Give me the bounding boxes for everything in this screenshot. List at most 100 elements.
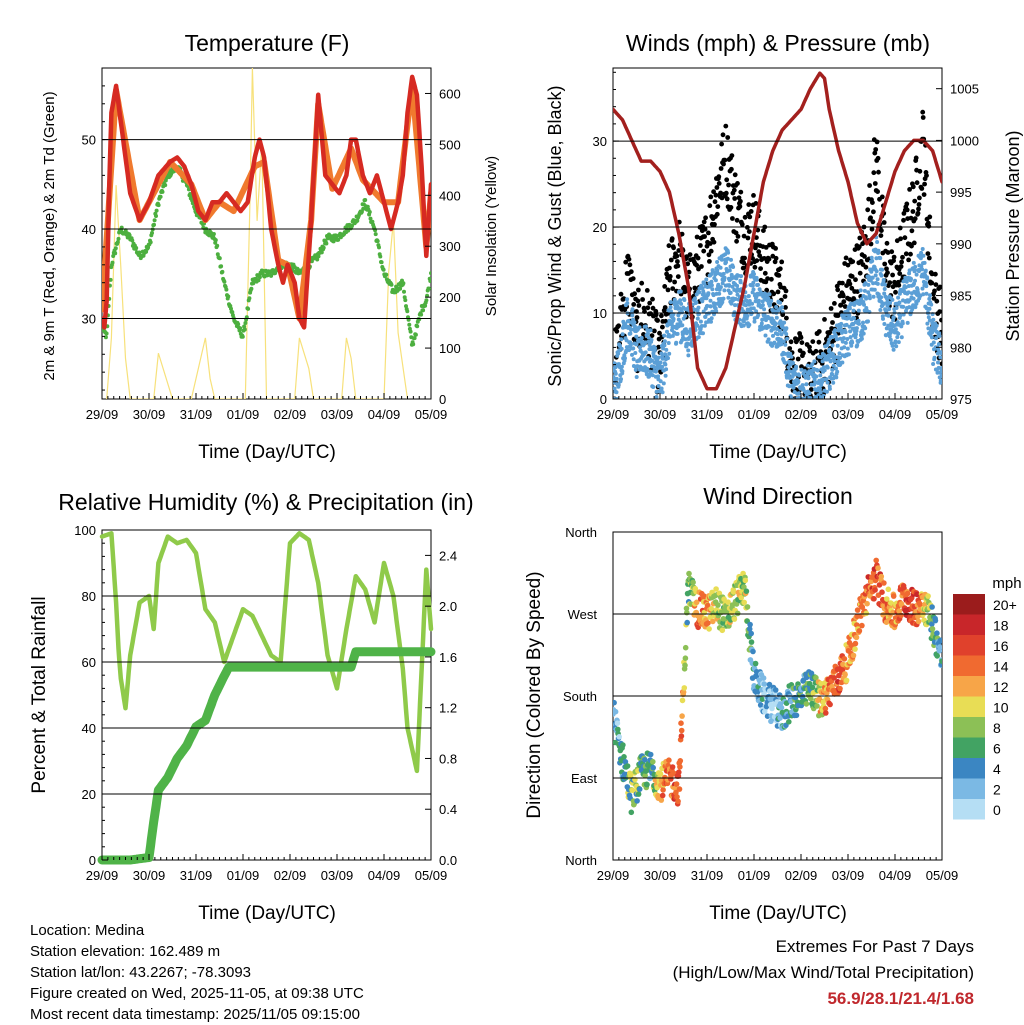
- wind-point: [771, 333, 775, 338]
- wind-point: [682, 298, 687, 302]
- gust-point: [670, 286, 676, 291]
- gust-point: [901, 217, 906, 223]
- gust-point: [890, 272, 895, 278]
- y-tick-label: North: [565, 525, 597, 540]
- wind-point: [894, 344, 899, 349]
- wind-point: [879, 273, 884, 278]
- wind-point: [812, 359, 817, 364]
- wind-point: [709, 279, 714, 284]
- direction-point: [635, 791, 642, 797]
- wind-point: [734, 276, 739, 281]
- x-tick-label: 01/09: [227, 868, 260, 883]
- y-tick-label: North: [565, 853, 597, 868]
- wind-point: [939, 351, 942, 356]
- gust-point: [937, 284, 942, 290]
- wind-point: [747, 322, 752, 327]
- wind-point: [820, 359, 825, 364]
- gust-point: [882, 261, 888, 267]
- direction-point: [748, 639, 755, 645]
- dewpoint-point: [413, 332, 418, 337]
- gust-point: [799, 340, 805, 345]
- wind-point: [936, 360, 940, 365]
- gust-point: [636, 287, 641, 293]
- y-tick-label: 60: [82, 655, 96, 670]
- gust-point: [704, 243, 710, 249]
- gust-point: [667, 277, 673, 283]
- gust-point: [716, 174, 722, 180]
- gust-point: [924, 173, 929, 179]
- direction-point: [748, 630, 754, 637]
- wind-point: [645, 328, 650, 332]
- gust-point: [832, 301, 837, 306]
- direction-point: [677, 764, 683, 770]
- wind-point: [824, 389, 829, 394]
- gust-point: [879, 194, 885, 200]
- y-tick-label: 80: [82, 589, 96, 604]
- dewpoint-point: [230, 310, 235, 315]
- wind-point: [800, 383, 805, 388]
- wind-point: [882, 301, 886, 306]
- direction-point: [678, 733, 685, 739]
- direction-point: [659, 792, 666, 799]
- wind-point: [775, 327, 779, 331]
- wind-point: [646, 339, 651, 344]
- gust-point: [650, 305, 656, 311]
- wind-point: [670, 333, 675, 338]
- gust-point: [701, 248, 707, 254]
- wind-point: [619, 337, 624, 342]
- wind-point: [726, 295, 731, 300]
- wind-point: [810, 362, 815, 367]
- wind-point: [779, 332, 784, 337]
- wind-point: [827, 347, 832, 352]
- dewpoint-point: [116, 236, 121, 241]
- x-tick-label: 05/09: [415, 868, 448, 883]
- wind-point: [654, 389, 659, 394]
- direction-point: [666, 757, 672, 763]
- dewpoint-point: [215, 243, 220, 248]
- wind-point: [925, 321, 930, 326]
- direction-point: [843, 677, 850, 684]
- gust-point: [714, 185, 720, 190]
- gust-point: [766, 256, 772, 262]
- wind-point: [694, 300, 699, 305]
- wind-point: [630, 313, 635, 318]
- temperature-xlabel: Time (Day/UTC): [198, 442, 336, 463]
- wind-point: [643, 350, 648, 355]
- wind-point: [882, 322, 887, 326]
- wind-point: [919, 250, 924, 255]
- gust-point: [847, 296, 852, 302]
- direction-point: [706, 626, 712, 632]
- gust-point: [840, 280, 845, 286]
- direction-point: [616, 734, 622, 740]
- wind-point: [805, 363, 810, 368]
- humidity-title: Relative Humidity (%) & Precipitation (i…: [58, 489, 473, 515]
- wind-point: [756, 282, 760, 287]
- wind-point: [661, 381, 666, 386]
- wind-point: [782, 320, 787, 325]
- gust-point: [783, 288, 789, 294]
- wind-point: [652, 365, 657, 370]
- wind-point: [631, 357, 636, 362]
- colorbar-label: 18: [993, 618, 1009, 634]
- wind-point: [881, 278, 886, 282]
- gust-point: [871, 170, 877, 176]
- dewpoint-point: [113, 251, 118, 256]
- gust-point: [863, 264, 869, 270]
- gust-point: [729, 166, 734, 172]
- wind-point: [618, 344, 622, 348]
- gust-point: [707, 203, 713, 209]
- wind-point: [716, 282, 721, 287]
- direction-point: [676, 786, 683, 792]
- wind-point: [780, 305, 784, 310]
- dewpoint-point: [379, 260, 384, 265]
- speed-colorbar: 20+ 18 16 14 12 10 8 6 4 2 0: [953, 594, 1017, 820]
- wind-point: [914, 301, 919, 306]
- wind-point: [718, 285, 723, 290]
- x-tick-label: 31/09: [180, 407, 213, 422]
- wind-point: [772, 340, 777, 345]
- direction-point: [837, 685, 843, 692]
- wind-point: [735, 292, 740, 297]
- direction-point: [813, 674, 819, 681]
- wind-point: [924, 281, 928, 285]
- wind-point: [722, 275, 727, 280]
